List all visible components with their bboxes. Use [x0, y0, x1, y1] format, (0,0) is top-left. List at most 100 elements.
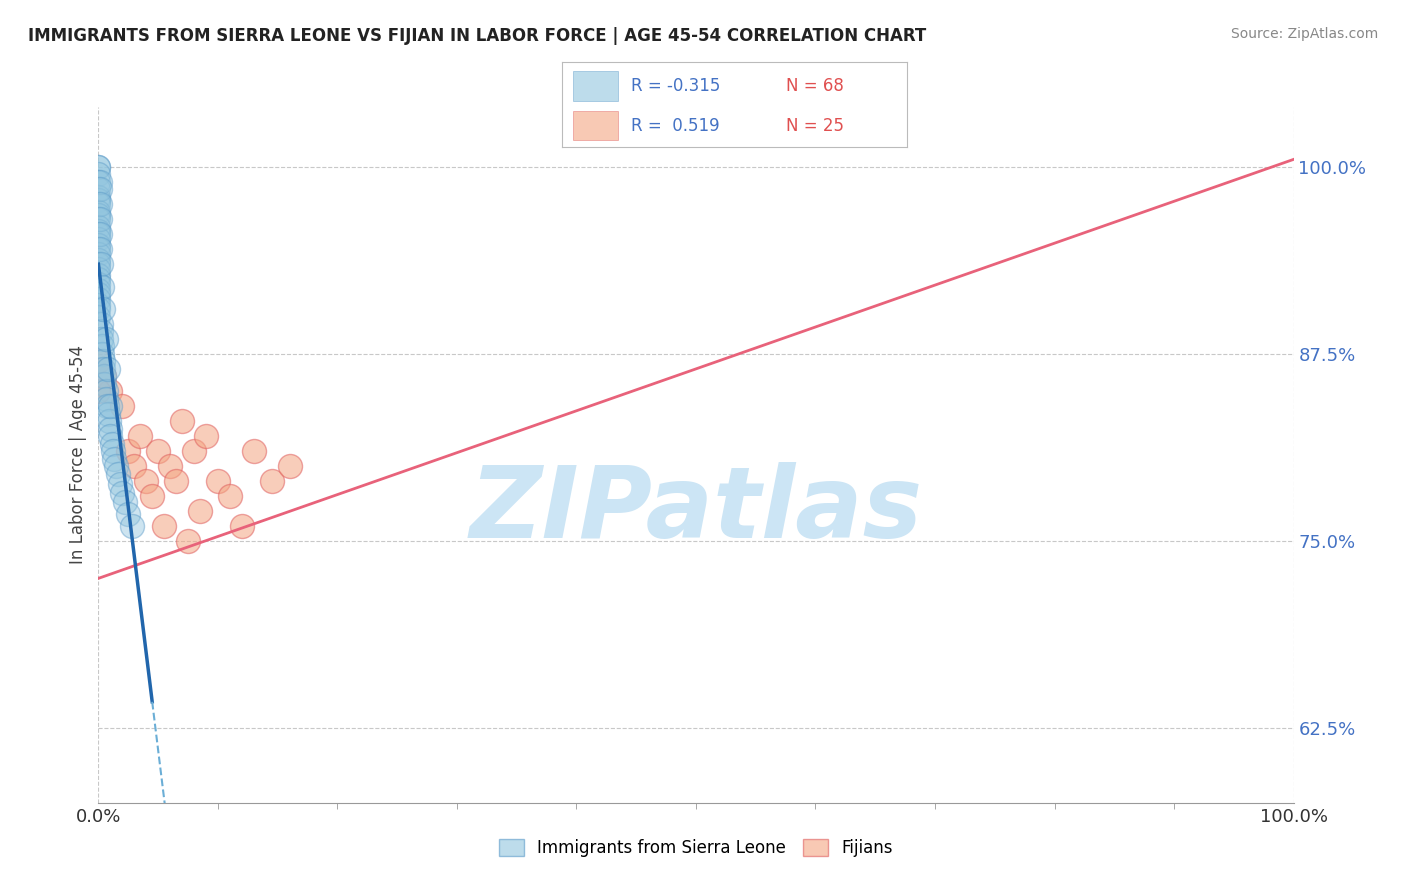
Point: [219, 489, 242, 503]
Legend: Immigrants from Sierra Leone, Fijians: Immigrants from Sierra Leone, Fijians: [492, 832, 900, 864]
Point: [87, 182, 110, 196]
Point: [87, 252, 110, 267]
Point: [87, 384, 110, 399]
Point: [194, 429, 217, 443]
Point: [94, 332, 117, 346]
Point: [89, 227, 111, 242]
Point: [87, 232, 110, 246]
Point: [91, 339, 114, 353]
Text: R =  0.519: R = 0.519: [631, 117, 720, 135]
Text: IMMIGRANTS FROM SIERRA LEONE VS FIJIAN IN LABOR FORCE | AGE 45-54 CORRELATION CH: IMMIGRANTS FROM SIERRA LEONE VS FIJIAN I…: [28, 27, 927, 45]
Point: [89, 212, 111, 227]
Point: [98, 422, 122, 436]
Point: [103, 451, 125, 466]
Point: [87, 283, 110, 297]
Point: [165, 474, 187, 488]
Point: [117, 507, 139, 521]
Text: R = -0.315: R = -0.315: [631, 77, 721, 95]
Point: [87, 297, 110, 311]
Point: [87, 277, 110, 291]
Point: [87, 246, 110, 260]
Text: N = 68: N = 68: [786, 77, 844, 95]
Point: [231, 519, 253, 533]
Point: [243, 444, 266, 458]
Point: [97, 407, 120, 421]
Point: [87, 292, 110, 306]
Point: [87, 193, 110, 207]
Point: [183, 444, 205, 458]
Point: [135, 474, 157, 488]
Point: [87, 160, 110, 174]
Point: [87, 197, 110, 211]
Point: [98, 399, 122, 413]
Point: [89, 197, 111, 211]
Point: [87, 310, 110, 324]
Point: [105, 459, 128, 474]
Point: [153, 519, 176, 533]
Point: [87, 190, 110, 204]
Text: N = 25: N = 25: [786, 117, 845, 135]
Point: [87, 268, 110, 282]
Point: [172, 414, 194, 428]
Point: [87, 219, 110, 234]
Point: [94, 392, 117, 406]
Point: [87, 237, 110, 252]
Point: [98, 384, 122, 399]
Point: [90, 317, 112, 331]
Point: [129, 429, 152, 443]
Point: [87, 167, 110, 181]
Point: [87, 257, 110, 271]
Point: [89, 242, 111, 256]
Point: [101, 444, 124, 458]
Point: [87, 160, 110, 174]
Point: [111, 399, 134, 413]
Point: [87, 287, 110, 301]
Point: [87, 242, 110, 256]
Point: [108, 477, 131, 491]
Point: [90, 325, 112, 339]
Text: ZIPatlas: ZIPatlas: [470, 462, 922, 559]
Point: [91, 354, 114, 368]
Point: [87, 261, 110, 276]
Point: [278, 459, 301, 474]
Point: [207, 474, 229, 488]
Point: [91, 279, 114, 293]
Point: [124, 459, 146, 474]
Point: [91, 347, 114, 361]
Point: [188, 504, 211, 518]
Point: [87, 301, 110, 316]
Point: [91, 362, 114, 376]
Point: [94, 384, 117, 399]
Point: [97, 362, 120, 376]
Point: [107, 467, 129, 481]
Point: [91, 301, 114, 316]
Point: [90, 332, 112, 346]
Point: [87, 212, 110, 227]
Bar: [572, 111, 617, 140]
Point: [121, 519, 143, 533]
Point: [98, 414, 121, 428]
Point: [93, 376, 115, 391]
Point: [114, 495, 136, 509]
Point: [148, 444, 170, 458]
Point: [117, 444, 139, 458]
Point: [141, 489, 163, 503]
Point: [111, 486, 134, 500]
Point: [96, 399, 118, 413]
Point: [87, 175, 110, 189]
Point: [89, 175, 111, 189]
Bar: [572, 71, 617, 101]
Y-axis label: In Labor Force | Age 45-54: In Labor Force | Age 45-54: [69, 345, 87, 565]
Point: [87, 227, 110, 242]
Point: [260, 474, 283, 488]
Point: [93, 369, 115, 384]
Point: [93, 369, 115, 384]
Point: [87, 354, 110, 368]
Point: [177, 533, 200, 548]
Point: [87, 224, 110, 238]
Point: [90, 257, 112, 271]
Point: [159, 459, 181, 474]
Point: [87, 204, 110, 219]
Point: [87, 208, 110, 222]
Point: [98, 429, 122, 443]
